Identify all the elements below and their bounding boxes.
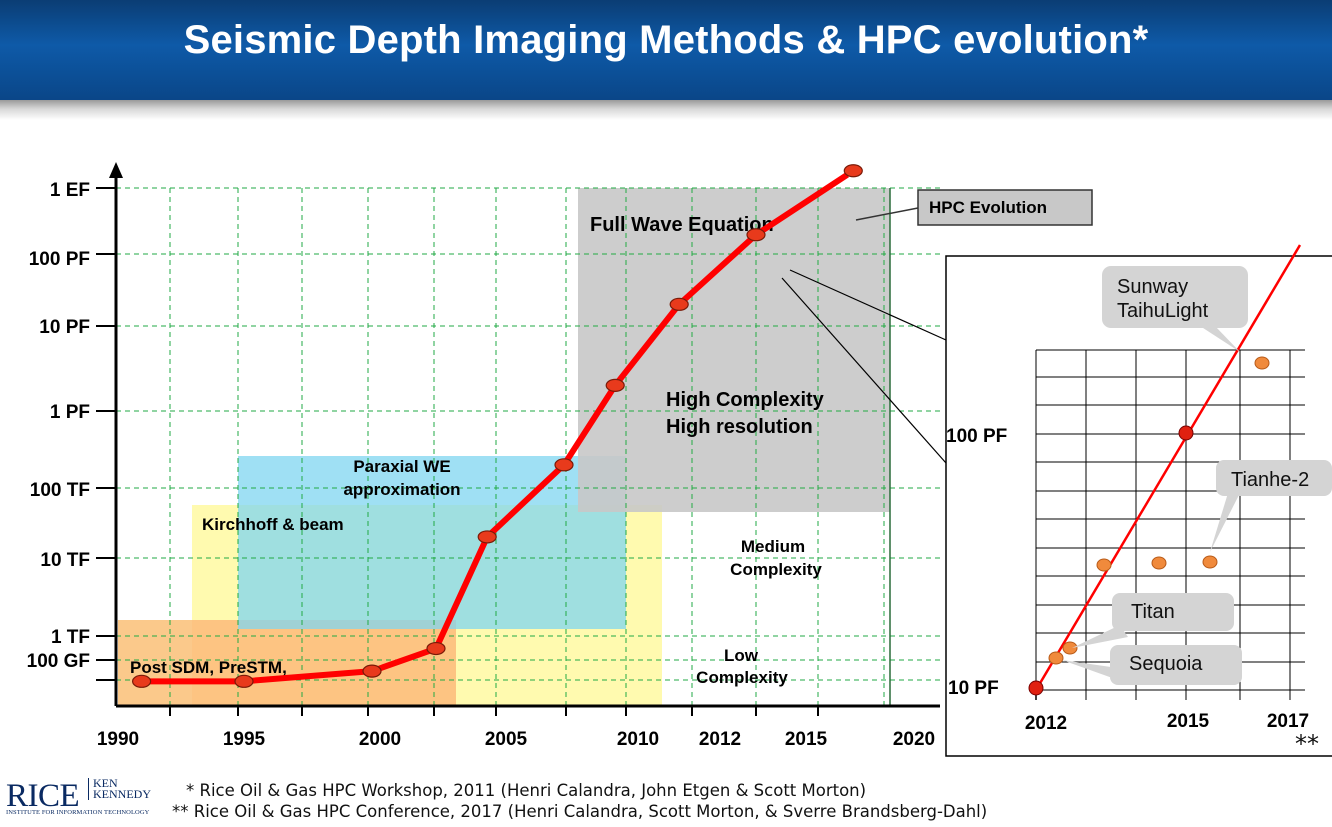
inset-point-2 — [1096, 558, 1112, 572]
hpc-point-4 — [477, 530, 497, 544]
xtick-label-1995: 1995 — [223, 729, 266, 750]
ken-kennedy-logo: KEN KENNEDY — [88, 776, 151, 801]
region-paraxial — [238, 456, 626, 629]
zoom-line-1 — [789, 269, 947, 341]
kk-line-2: KENNEDY — [93, 787, 151, 801]
inset-xtick-2012: 2012 — [1025, 713, 1067, 734]
hpc-point-2 — [362, 664, 382, 678]
region-post-sdm-overlap — [192, 620, 456, 706]
label-kirchhoff: Kirchhoff & beam — [202, 515, 344, 534]
hpc-point-1 — [234, 674, 254, 688]
inset-ytick-10pf: 10 PF — [948, 678, 999, 699]
label-full-wave: Full Wave Equation — [590, 214, 774, 236]
institute-text: INSTITUTE FOR INFORMATION TECHNOLOGY — [6, 809, 150, 816]
label-low-2: Complexity — [696, 668, 788, 687]
chart-grid — [116, 187, 940, 706]
ytick-label-0: 1 EF — [50, 180, 90, 201]
label-post-sdm: Post SDM, PreSTM, — [130, 658, 287, 677]
xtick-label-2012: 2012 — [699, 729, 741, 750]
hpc-point-0 — [132, 674, 152, 688]
title-shadow — [0, 100, 1332, 120]
x-axis-ticks: 1990 1995 2000 2005 2010 2012 2015 2020 — [97, 706, 935, 750]
bubble-sequoia: Sequoia — [1062, 645, 1242, 685]
slide-title: Seismic Depth Imaging Methods & HPC evol… — [183, 18, 1149, 62]
inset-point-5 — [1254, 356, 1270, 370]
zoom-line-2 — [781, 277, 947, 464]
ytick-label-5: 10 TF — [40, 550, 90, 571]
bubble-titan: Titan — [1072, 593, 1234, 648]
xtick-label-1990: 1990 — [97, 729, 139, 750]
ytick-label-1: 100 PF — [29, 249, 90, 270]
label-medium-1: Medium — [741, 537, 805, 556]
ytick-label-4: 100 TF — [30, 480, 90, 501]
ytick-label-3: 1 PF — [50, 402, 90, 423]
bubble-tianhe: Tianhe-2 — [1210, 460, 1332, 552]
inset-xtick-2017: 2017 — [1267, 711, 1309, 732]
y-axis-ticks: 1 EF 100 PF 10 PF 1 PF 100 TF 10 TF 1 TF 100 GF — [27, 180, 116, 681]
inset-point-0 — [1048, 651, 1064, 665]
inset-trend-line — [1034, 244, 1302, 691]
svg-text:Sequoia: Sequoia — [1129, 653, 1203, 675]
hpc-evolution-points — [132, 164, 863, 688]
ytick-label-2: 10 PF — [39, 317, 90, 338]
hpc-point-9 — [843, 164, 863, 178]
svg-text:Titan: Titan — [1131, 601, 1175, 623]
svg-text:TaihuLight: TaihuLight — [1117, 300, 1209, 322]
callout-box — [917, 189, 1093, 226]
inset-trend-point-100pf — [1178, 425, 1194, 441]
xtick-label-2005: 2005 — [485, 729, 528, 750]
inset-point-1 — [1062, 641, 1078, 655]
label-medium-2: Complexity — [730, 560, 822, 579]
y-axis-arrow — [109, 162, 123, 178]
inset-ytick-100pf: 100 PF — [946, 426, 1007, 447]
hpc-point-5 — [554, 458, 574, 472]
ytick-label-7: 100 GF — [27, 651, 90, 672]
inset-points — [1028, 356, 1270, 696]
inset-point-4 — [1202, 555, 1218, 569]
inset-xtick-2015: 2015 — [1167, 711, 1210, 732]
callout-text: HPC Evolution — [929, 198, 1047, 217]
svg-text:Sunway: Sunway — [1117, 276, 1188, 298]
ytick-label-6: 1 TF — [51, 627, 90, 648]
hpc-point-8 — [746, 228, 766, 242]
inset-point-3 — [1151, 556, 1167, 570]
xtick-label-2000: 2000 — [359, 729, 401, 750]
hpc-point-7 — [669, 297, 689, 311]
title-bar — [0, 0, 1332, 100]
label-high-complexity-1: High Complexity — [666, 389, 825, 411]
inset-marker: ** — [1295, 730, 1319, 758]
reference-1: * Rice Oil & Gas HPC Workshop, 2011 (Hen… — [186, 781, 867, 800]
label-high-complexity-2: High resolution — [666, 416, 813, 438]
callout-leader — [855, 207, 919, 221]
xtick-label-2010: 2010 — [617, 729, 659, 750]
label-paraxial-2: approximation — [343, 480, 460, 499]
xtick-label-2015: 2015 — [785, 729, 828, 750]
hpc-evolution-line — [141, 172, 849, 685]
hpc-point-6 — [605, 378, 625, 393]
inset-trend-point-start — [1028, 680, 1044, 696]
region-full-wave — [578, 188, 890, 512]
kk-line-1: KEN — [93, 776, 118, 790]
hpc-point-3 — [426, 641, 446, 656]
rice-logo: RICE — [6, 778, 80, 814]
xtick-label-2020: 2020 — [893, 729, 935, 750]
reference-2: ** Rice Oil & Gas HPC Conference, 2017 (… — [172, 802, 988, 821]
label-low-1: Low — [724, 646, 759, 665]
bubble-sunway: Sunway TaihuLight — [1102, 266, 1248, 352]
svg-text:Tianhe-2: Tianhe-2 — [1231, 469, 1309, 491]
label-paraxial-1: Paraxial WE — [353, 457, 450, 476]
